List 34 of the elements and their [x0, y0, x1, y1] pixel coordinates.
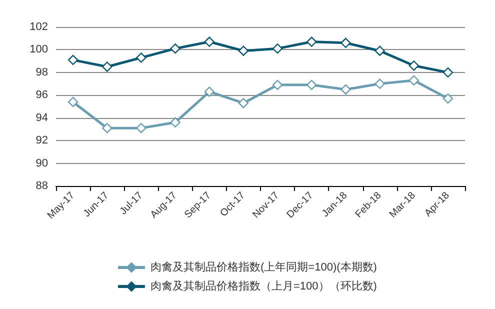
point: [204, 36, 214, 47]
point: [102, 122, 112, 134]
point: [306, 80, 317, 90]
point: [408, 75, 419, 86]
y-tick-label: 102: [30, 21, 48, 33]
point: [136, 52, 146, 63]
point: [102, 62, 112, 72]
y-tick-label: 98: [36, 66, 48, 78]
point: [408, 60, 419, 71]
y-tick-label: 88: [36, 180, 48, 192]
legend-label: 肉禽及其制品价格指数（上月=100）（环比数): [150, 280, 377, 292]
point: [238, 98, 249, 108]
y-tick-label: 90: [36, 157, 48, 170]
point: [374, 46, 385, 56]
point: [136, 122, 146, 134]
point: [238, 46, 249, 56]
point: [442, 67, 454, 78]
point: [68, 96, 78, 108]
point: [170, 117, 180, 128]
point: [170, 43, 180, 54]
y-tick-label: 100: [30, 44, 48, 56]
point: [306, 36, 317, 47]
y-tick-label: 94: [36, 112, 48, 124]
point: [204, 86, 214, 97]
point: [340, 84, 351, 95]
point: [272, 80, 283, 90]
point: [374, 78, 385, 89]
y-tick-label: 96: [36, 89, 48, 102]
y-tick-label: 92: [36, 134, 48, 147]
point: [442, 93, 454, 104]
legend-label: 肉禽及其制品价格指数(上年同期=100)(本期数): [150, 260, 377, 274]
point: [68, 54, 78, 66]
point: [272, 43, 283, 54]
point: [340, 38, 351, 48]
